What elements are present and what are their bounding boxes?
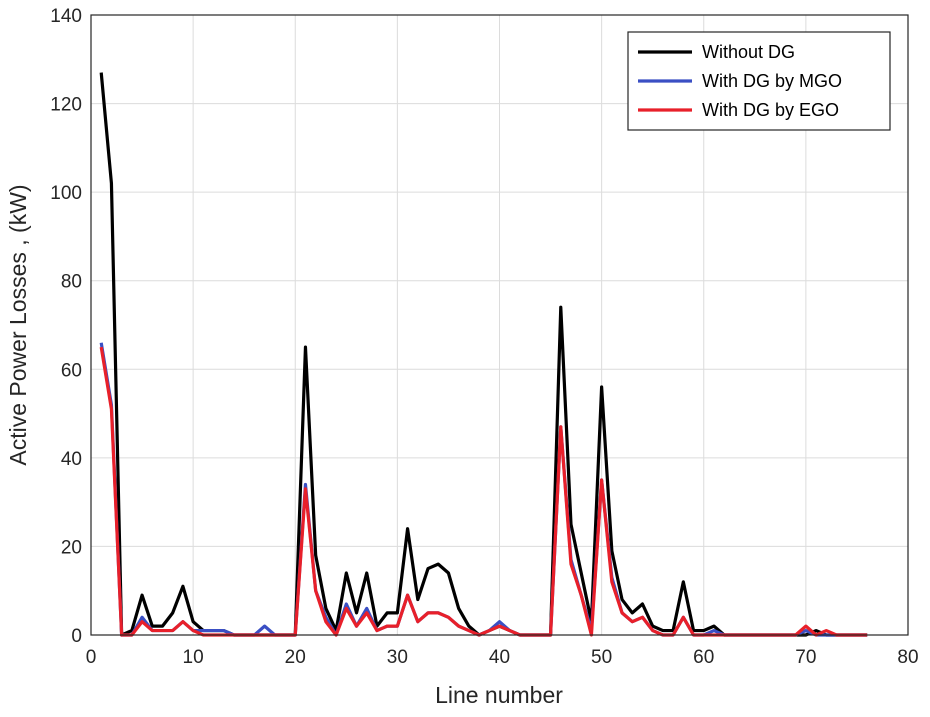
x-tick-label: 10 — [183, 647, 204, 668]
tick-labels: 0 10 20 30 40 50 60 70 80 0 20 40 60 80 100 120 140 — [50, 6, 918, 668]
y-tick-label: 80 — [61, 272, 82, 293]
series-line-3 — [99, 346, 868, 637]
y-tick-label: 20 — [61, 537, 82, 558]
y-axis-label: Active Power Losses , (kW) — [5, 184, 31, 465]
x-tick-label: 70 — [795, 647, 816, 668]
y-tick-label: 140 — [50, 6, 82, 27]
legend: Without DG With DG by MGO With DG by EGO — [627, 31, 891, 131]
y-tick-label: 120 — [50, 95, 82, 116]
y-tick-label: 100 — [50, 183, 82, 204]
y-tick-label: 40 — [61, 449, 82, 470]
x-tick-label: 60 — [693, 647, 714, 668]
legend-label-2: With DG by MGO — [702, 71, 842, 91]
series-line-1 — [99, 72, 868, 637]
legend-label-3: With DG by EGO — [702, 100, 839, 120]
x-tick-label: 0 — [86, 647, 97, 668]
x-axis-label: Line number — [435, 682, 563, 708]
y-tick-label: 60 — [61, 360, 82, 381]
x-tick-label: 50 — [591, 647, 612, 668]
plot-area-frame — [90, 14, 909, 636]
x-tick-label: 80 — [897, 647, 918, 668]
legend-label-1: Without DG — [702, 42, 795, 62]
x-tick-label: 30 — [387, 647, 408, 668]
x-tick-label: 20 — [285, 647, 306, 668]
series-line-2 — [99, 342, 868, 637]
y-tick-label: 0 — [71, 626, 82, 647]
series-lines — [99, 72, 868, 637]
x-tick-label: 40 — [489, 647, 510, 668]
